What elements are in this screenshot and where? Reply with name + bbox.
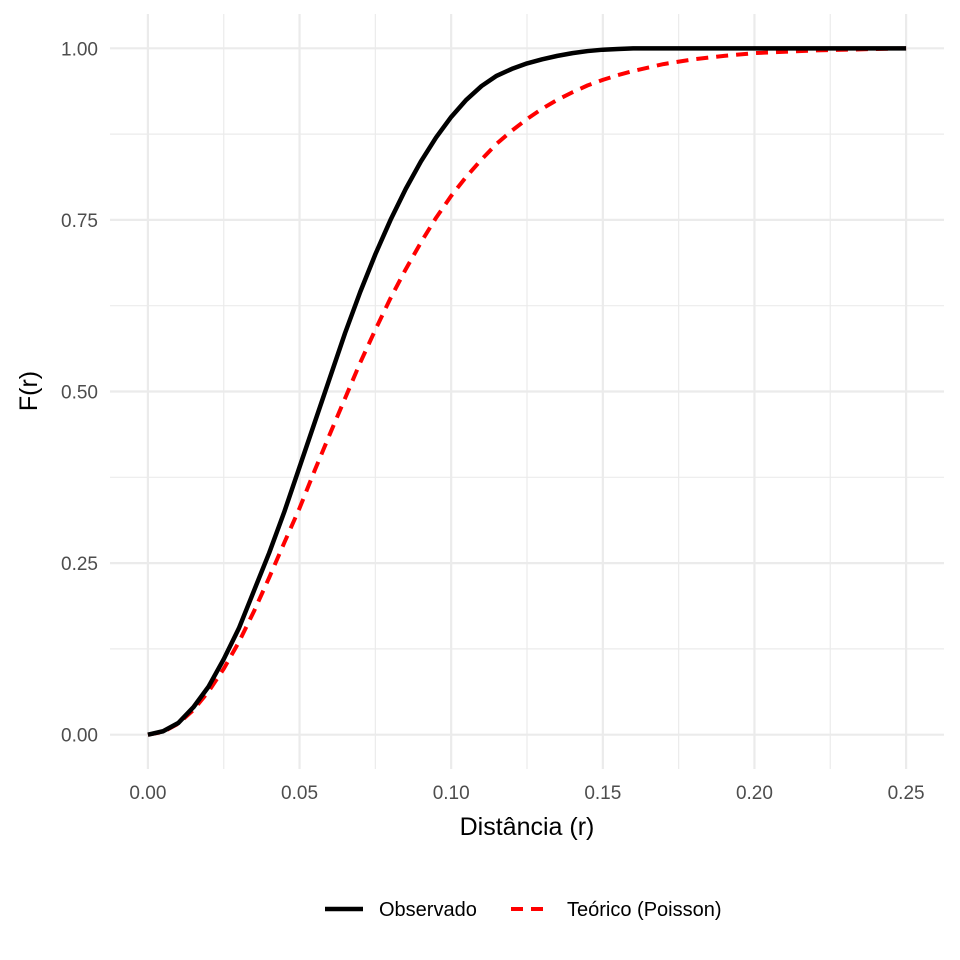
y-tick-label: 0.50 — [61, 383, 98, 404]
x-axis-title: Distância (r) — [460, 813, 595, 841]
y-tick-label: 0.25 — [61, 554, 98, 575]
legend-label-teorico: Teórico (Poisson) — [567, 899, 722, 921]
legend: Observado Teórico (Poisson) — [325, 899, 722, 921]
x-tick-label: 0.05 — [281, 783, 318, 804]
y-tick-label: 0.00 — [61, 726, 98, 747]
y-tick-label: 1.00 — [61, 39, 98, 60]
x-tick-label: 0.25 — [888, 783, 925, 804]
x-tick-label: 0.10 — [433, 783, 470, 804]
x-tick-label: 0.15 — [584, 783, 621, 804]
y-axis-title: F(r) — [15, 371, 43, 411]
y-tick-label: 0.75 — [61, 211, 98, 232]
series-layer — [147, 46, 907, 737]
x-tick-label: 0.20 — [736, 783, 773, 804]
series-line-teorico — [147, 46, 907, 737]
legend-label-observado: Observado — [379, 899, 477, 921]
series-line-observado — [147, 46, 907, 737]
x-tick-label: 0.00 — [129, 783, 166, 804]
y-axis-tick-labels: 0.00 0.25 0.50 0.75 1.00 — [61, 39, 98, 746]
grid-major-lines — [110, 14, 944, 769]
x-axis-tick-labels: 0.00 0.05 0.10 0.15 0.20 0.25 — [129, 783, 924, 804]
